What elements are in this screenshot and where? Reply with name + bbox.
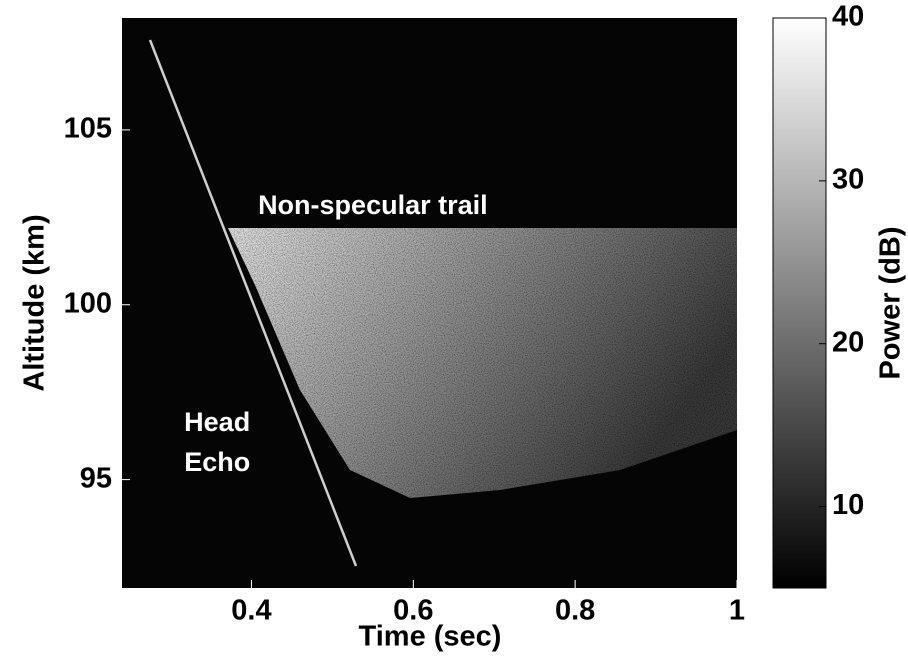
x-tick-label: 0.4	[231, 595, 271, 627]
y-tick-label: 100	[64, 287, 112, 319]
y-tick-label: 95	[80, 462, 112, 494]
colorbar-tick-label: 30	[832, 164, 864, 196]
x-tick-label: 0.8	[555, 595, 595, 627]
y-tick-label: 105	[64, 113, 112, 145]
x-tick-label: 1	[729, 595, 745, 627]
colorbar-tick-label: 20	[832, 326, 864, 358]
x-tick-label: 0.6	[393, 595, 433, 627]
x-axis-label: Time (sec)	[359, 621, 502, 653]
colorbar-tick-label: 40	[832, 1, 864, 33]
y-axis-label: Altitude (km)	[19, 214, 51, 391]
colorbar	[772, 17, 827, 589]
annotation: Head	[184, 407, 250, 437]
head-echo	[148, 39, 358, 567]
trail-echo	[228, 228, 737, 498]
colorbar-tick-label: 10	[832, 489, 864, 521]
colorbar-label: Power (dB)	[875, 226, 907, 379]
annotation: Non-specular trail	[258, 190, 488, 220]
annotation: Echo	[184, 447, 250, 477]
